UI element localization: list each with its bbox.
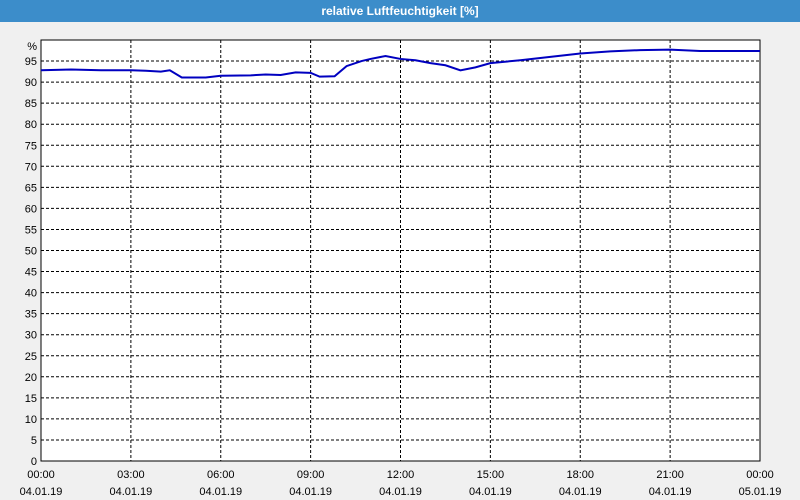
y-tick-label: 75 (25, 140, 37, 152)
y-axis-label: % (27, 41, 37, 53)
y-tick-label: 0 (31, 456, 37, 468)
y-tick-label: 15 (25, 393, 37, 405)
window-title: relative Luftfeuchtigkeit [%] (0, 0, 800, 22)
y-tick-label: 50 (25, 246, 37, 258)
x-tick-label-line: 04.01.19 (20, 486, 63, 498)
x-tick-label: 00:00 04.01.19 (20, 469, 63, 498)
y-tick-label: 45 (25, 267, 37, 279)
y-tick-label: 65 (25, 182, 37, 194)
x-tick-label: 12:00 04.01.19 (379, 469, 422, 498)
data-line (40, 48, 760, 79)
x-tick-label: 00:00 05.01.19 (739, 469, 782, 498)
x-tick-label: 18:00 04.01.19 (559, 469, 602, 498)
chart: 0 5 10 15 20 25 30 35 40 45 50 55 60 65 70 75 80 85 90 95% 0… (20, 39, 782, 498)
x-tick-label: 21:00 04.01.19 (649, 469, 692, 498)
x-tick-label-line: 04.01.19 (559, 486, 602, 498)
x-tick-label: 09:00 04.01.19 (289, 469, 332, 498)
x-tick-label-line: 12:00 (387, 469, 415, 481)
x-tick-label-line: 15:00 (477, 469, 505, 481)
y-tick-label: 20 (25, 372, 37, 384)
y-tick-label: 30 (25, 330, 37, 342)
x-tick-label-line: 05.01.19 (739, 486, 782, 498)
y-tick-label: 40 (25, 288, 37, 300)
x-tick-label-line: 00:00 (27, 469, 55, 481)
y-tick-label: 80 (25, 119, 37, 131)
x-tick-label-line: 18:00 (566, 469, 594, 481)
x-tick-label-line: 06:00 (207, 469, 235, 481)
y-tick-label: 85 (25, 98, 37, 110)
y-tick-label: 25 (25, 351, 37, 363)
x-tick-label: 06:00 04.01.19 (199, 469, 242, 498)
x-tick-label-line: 09:00 (297, 469, 325, 481)
y-tick-label: 70 (25, 161, 37, 173)
x-tick-label: 03:00 04.01.19 (109, 469, 152, 498)
x-tick-label-line: 00:00 (746, 469, 774, 481)
y-tick-label: 95 (25, 56, 37, 68)
y-tick-label: 60 (25, 203, 37, 215)
y-tick-label: 55 (25, 224, 37, 236)
y-tick-label: 90 (25, 77, 37, 89)
x-tick-label-line: 04.01.19 (379, 486, 422, 498)
x-tick-label-line: 03:00 (117, 469, 145, 481)
x-tick-label-line: 04.01.19 (469, 486, 512, 498)
x-tick-label-line: 04.01.19 (289, 486, 332, 498)
y-tick-label: 10 (25, 414, 37, 426)
x-tick-label-line: 04.01.19 (649, 486, 692, 498)
y-tick-label: 35 (25, 309, 37, 321)
plot-border (40, 39, 761, 462)
y-tick-label: 5 (31, 435, 37, 447)
x-tick-label-line: 04.01.19 (109, 486, 152, 498)
x-tick-label-line: 04.01.19 (199, 486, 242, 498)
x-tick-label: 15:00 04.01.19 (469, 469, 512, 498)
x-tick-label-line: 21:00 (656, 469, 684, 481)
